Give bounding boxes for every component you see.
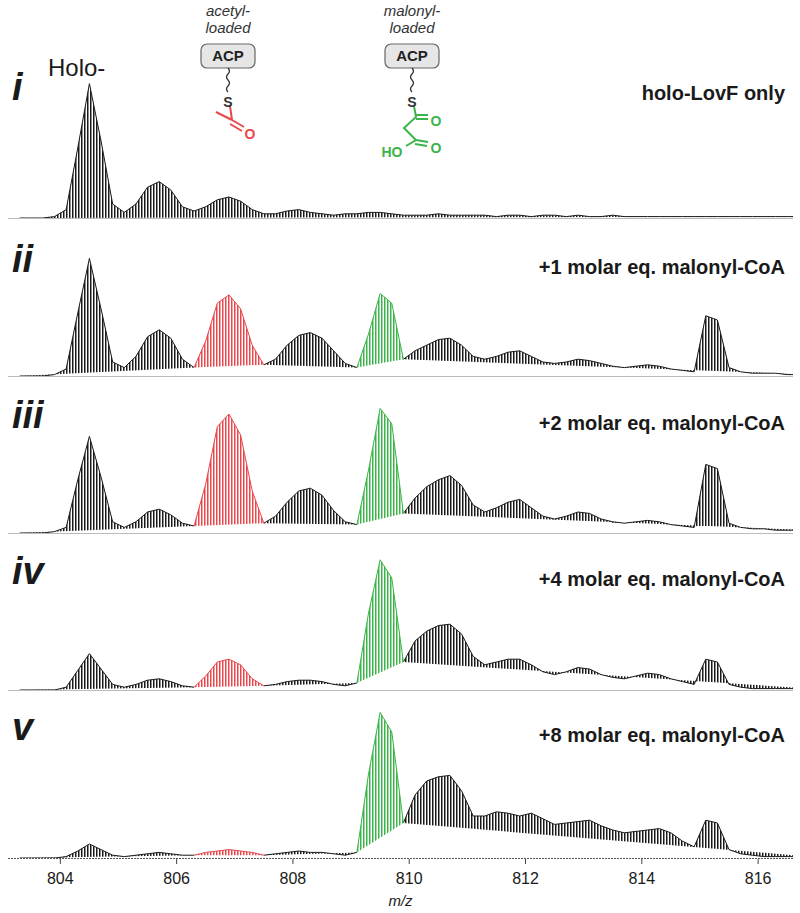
x-axis-line [8,858,793,859]
acp-box [385,44,439,68]
marks [20,712,793,858]
spectrum [194,414,264,526]
atom: O [431,140,442,156]
spectrum [194,659,264,687]
spectrum [194,850,264,856]
panel-title: +2 molar eq. malonyl-CoA [539,412,785,434]
acp-icon: malonyl-loadedACPSOHOO [382,2,442,160]
panel-title: +4 molar eq. malonyl-CoA [539,568,785,590]
panel-label: ii [12,238,35,280]
bond [404,106,416,146]
atom: O [245,126,256,142]
atom: S [407,94,416,110]
icon-label: acetyl- [206,2,250,19]
marks [20,560,793,690]
atom: O [431,113,442,129]
icon-label: loaded [389,19,435,36]
spectrum [357,408,404,524]
spectrum [357,712,404,852]
panel-title: +8 molar eq. malonyl-CoA [539,724,785,746]
x-axis-line [8,533,793,534]
x-tick-label: 814 [628,870,655,887]
annotation: Holo- [48,54,105,81]
panel-title: +1 molar eq. malonyl-CoA [539,256,785,278]
acp-box [201,44,255,68]
x-tick [292,859,293,864]
x-tick [60,859,61,864]
panel-label: iii [12,394,45,436]
bond [230,120,244,131]
acp-text: ACP [396,47,428,64]
spectrum [357,560,404,683]
acp-text: ACP [212,47,244,64]
x-tick-label: 806 [163,870,190,887]
x-tick-label: 816 [745,870,772,887]
atom: S [223,94,232,110]
panel [8,408,800,533]
x-tick-label: 808 [280,870,307,887]
x-axis-line [8,690,793,691]
figure: iholo-LovF onlyHolo-acetyl-loadedACPSOma… [0,0,800,913]
linker [411,68,414,92]
panel-title: holo-LovF only [642,82,786,104]
x-tick-label: 812 [512,870,539,887]
x-axis-label: m/z [388,892,413,909]
icon-label: malonyl- [384,2,441,19]
icon-label: loaded [205,19,251,36]
acp-icon: acetyl-loaded ACP SO [201,2,256,142]
x-tick [758,859,759,864]
marks [20,408,793,533]
panel [8,560,800,691]
spectrum [20,775,793,858]
x-tick [409,859,410,864]
bond [416,115,428,119]
panel-label: v [12,706,35,748]
x-tick [176,859,177,864]
x-tick-label: 804 [47,870,74,887]
linker [227,68,230,92]
panel: 804 806 808 810 812 814 816 m/z [8,712,800,909]
panel-label: i [12,66,24,108]
atom: HO [382,144,403,160]
x-axis-line [8,218,793,219]
spectrum [20,624,793,690]
x-tick-label: 810 [396,870,423,887]
spectrum [20,436,793,533]
bond [415,140,428,146]
panel-label: iv [12,550,46,592]
x-tick [525,859,526,864]
x-tick [641,859,642,864]
spectrum [357,293,404,367]
spectrum [194,295,264,368]
x-axis-line [8,376,793,377]
